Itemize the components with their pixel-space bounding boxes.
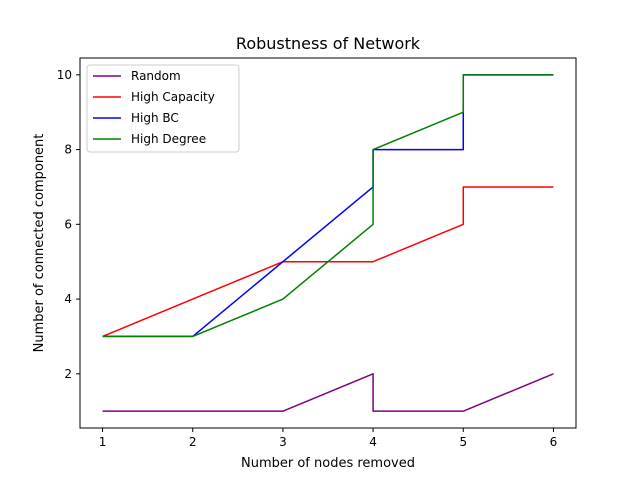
axes-frame	[79, 57, 577, 429]
x-tick-label: 2	[189, 435, 197, 449]
y-axis-ticks: 2 4 6 8 10	[57, 68, 80, 381]
legend-label: Random	[131, 69, 181, 83]
x-tick-label: 3	[279, 435, 287, 449]
y-tick-label: 8	[64, 143, 72, 157]
y-tick-label: 2	[64, 367, 72, 381]
y-tick-label: 6	[64, 217, 72, 231]
chart-title: Robustness of Network	[236, 34, 421, 53]
x-axis-label: Number of nodes removed	[241, 456, 415, 471]
series-line-3	[102, 74, 554, 338]
legend-label: High Capacity	[131, 90, 215, 104]
x-tick-label: 4	[369, 435, 377, 449]
series-line-1	[102, 186, 554, 338]
x-tick-label: 1	[99, 435, 107, 449]
x-axis-ticks: 1 2 3 4 5 6	[99, 428, 558, 449]
y-axis-label: Number of connected component	[32, 134, 47, 353]
plot-lines	[102, 74, 554, 412]
legend-label: High BC	[131, 111, 179, 125]
y-tick-label: 4	[64, 292, 72, 306]
x-tick-label: 6	[550, 435, 558, 449]
series-line-0	[102, 373, 554, 412]
legend-box	[86, 64, 240, 153]
legend: Random High Capacity High BC High Degree	[86, 64, 240, 153]
x-tick-label: 5	[459, 435, 467, 449]
y-tick-label: 10	[57, 68, 72, 82]
legend-label: High Degree	[131, 132, 206, 146]
